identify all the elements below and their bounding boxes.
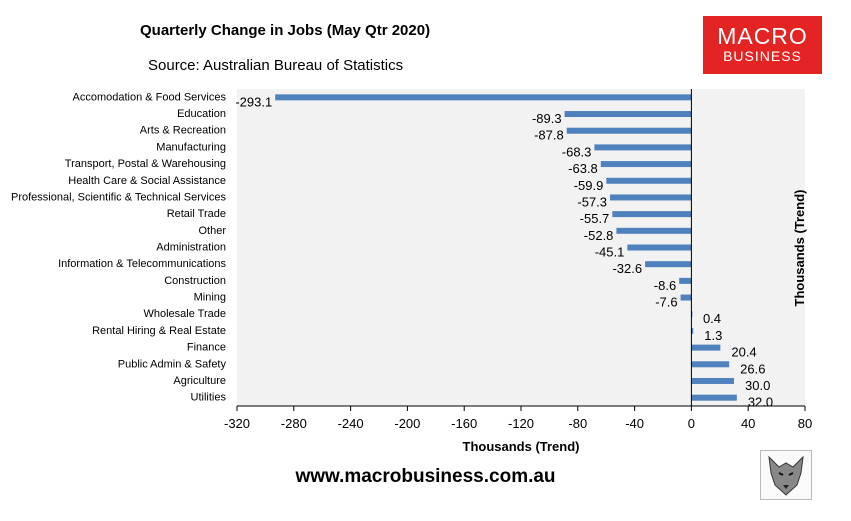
bar xyxy=(275,94,692,101)
data-label: 30.0 xyxy=(745,378,770,393)
x-tick-label: -120 xyxy=(508,416,534,431)
x-tick-label: -280 xyxy=(281,416,307,431)
bar xyxy=(691,344,721,351)
category-label: Administration xyxy=(156,242,226,254)
data-label: 20.4 xyxy=(731,345,756,360)
bar xyxy=(627,244,692,251)
bar xyxy=(594,144,692,151)
data-label: -7.6 xyxy=(655,295,677,310)
category-label: Arts & Recreation xyxy=(140,125,226,137)
chart-title: Quarterly Change in Jobs (May Qtr 2020) xyxy=(140,22,431,39)
logo-line-1: MACRO xyxy=(717,23,808,49)
bar xyxy=(564,111,692,118)
category-label: Rental Hiring & Real Estate xyxy=(92,325,226,337)
category-label: Utilities xyxy=(191,392,227,404)
bar xyxy=(691,394,737,401)
bar xyxy=(616,227,692,234)
bar xyxy=(691,361,730,368)
data-label: -87.8 xyxy=(534,128,564,143)
x-tick-label: -160 xyxy=(451,416,477,431)
bar xyxy=(679,277,692,284)
data-label: -8.6 xyxy=(654,278,676,293)
x-tick-label: -80 xyxy=(568,416,587,431)
category-label: Accomodation & Food Services xyxy=(73,91,227,103)
x-tick-label: -320 xyxy=(224,416,250,431)
category-label: Agriculture xyxy=(173,375,226,387)
data-label: -68.3 xyxy=(562,144,592,159)
data-label: 0.4 xyxy=(703,311,721,326)
x-tick-label: -240 xyxy=(338,416,364,431)
category-labels: Accomodation & Food Services Education Art… xyxy=(11,91,227,403)
category-label: Transport, Postal & Warehousing xyxy=(65,158,226,170)
category-label: Education xyxy=(177,108,226,120)
category-label: Construction xyxy=(164,275,226,287)
bar xyxy=(566,127,692,134)
category-label: Other xyxy=(198,225,226,237)
category-label: Information & Telecommunications xyxy=(58,258,226,270)
data-label: -59.9 xyxy=(574,178,604,193)
category-label: Professional, Scientific & Technical Ser… xyxy=(11,191,227,203)
data-label: 26.6 xyxy=(740,361,765,376)
data-label: -63.8 xyxy=(568,161,598,176)
bar xyxy=(612,211,692,218)
data-label: -89.3 xyxy=(532,111,562,126)
x-tick-label: 0 xyxy=(688,416,695,431)
bar xyxy=(606,177,692,184)
category-label: Retail Trade xyxy=(167,208,226,220)
data-label: -293.1 xyxy=(235,94,272,109)
data-label: -45.1 xyxy=(595,245,625,260)
logo-line-2: BUSINESS xyxy=(723,48,802,64)
category-label: Finance xyxy=(187,342,226,354)
website-url: www.macrobusiness.com.au xyxy=(295,466,556,487)
plot-area xyxy=(237,89,805,406)
chart-source: Source: Australian Bureau of Statistics xyxy=(148,57,404,74)
data-label: -57.3 xyxy=(577,194,607,209)
x-axis: -320 -280 -240 -200 -160 -120 -80 -40 0 40 80 xyxy=(224,405,812,431)
macro-business-logo: MACRO BUSINESS xyxy=(703,16,822,74)
data-label: -32.6 xyxy=(612,261,642,276)
bar xyxy=(645,261,692,268)
bar xyxy=(680,294,692,301)
x-tick-label: -40 xyxy=(625,416,644,431)
wolf-logo-icon xyxy=(760,450,812,500)
bar xyxy=(691,327,694,334)
x-tick-label: -200 xyxy=(394,416,420,431)
bar xyxy=(600,161,692,168)
category-label: Health Care & Social Assistance xyxy=(68,175,226,187)
y-axis-title: Thousands (Trend) xyxy=(792,190,807,307)
category-label: Wholesale Trade xyxy=(143,308,226,320)
data-label: 1.3 xyxy=(704,328,722,343)
bar xyxy=(610,194,692,201)
category-label: Public Admin & Safety xyxy=(118,358,227,370)
x-tick-label: 40 xyxy=(741,416,755,431)
data-label: 32.0 xyxy=(748,395,773,410)
data-label: -55.7 xyxy=(580,211,610,226)
data-label: -52.8 xyxy=(584,228,614,243)
x-tick-label: 80 xyxy=(798,416,812,431)
category-label: Manufacturing xyxy=(156,141,226,153)
x-axis-title: Thousands (Trend) xyxy=(463,439,580,454)
bar xyxy=(691,377,734,384)
category-label: Mining xyxy=(194,292,226,304)
